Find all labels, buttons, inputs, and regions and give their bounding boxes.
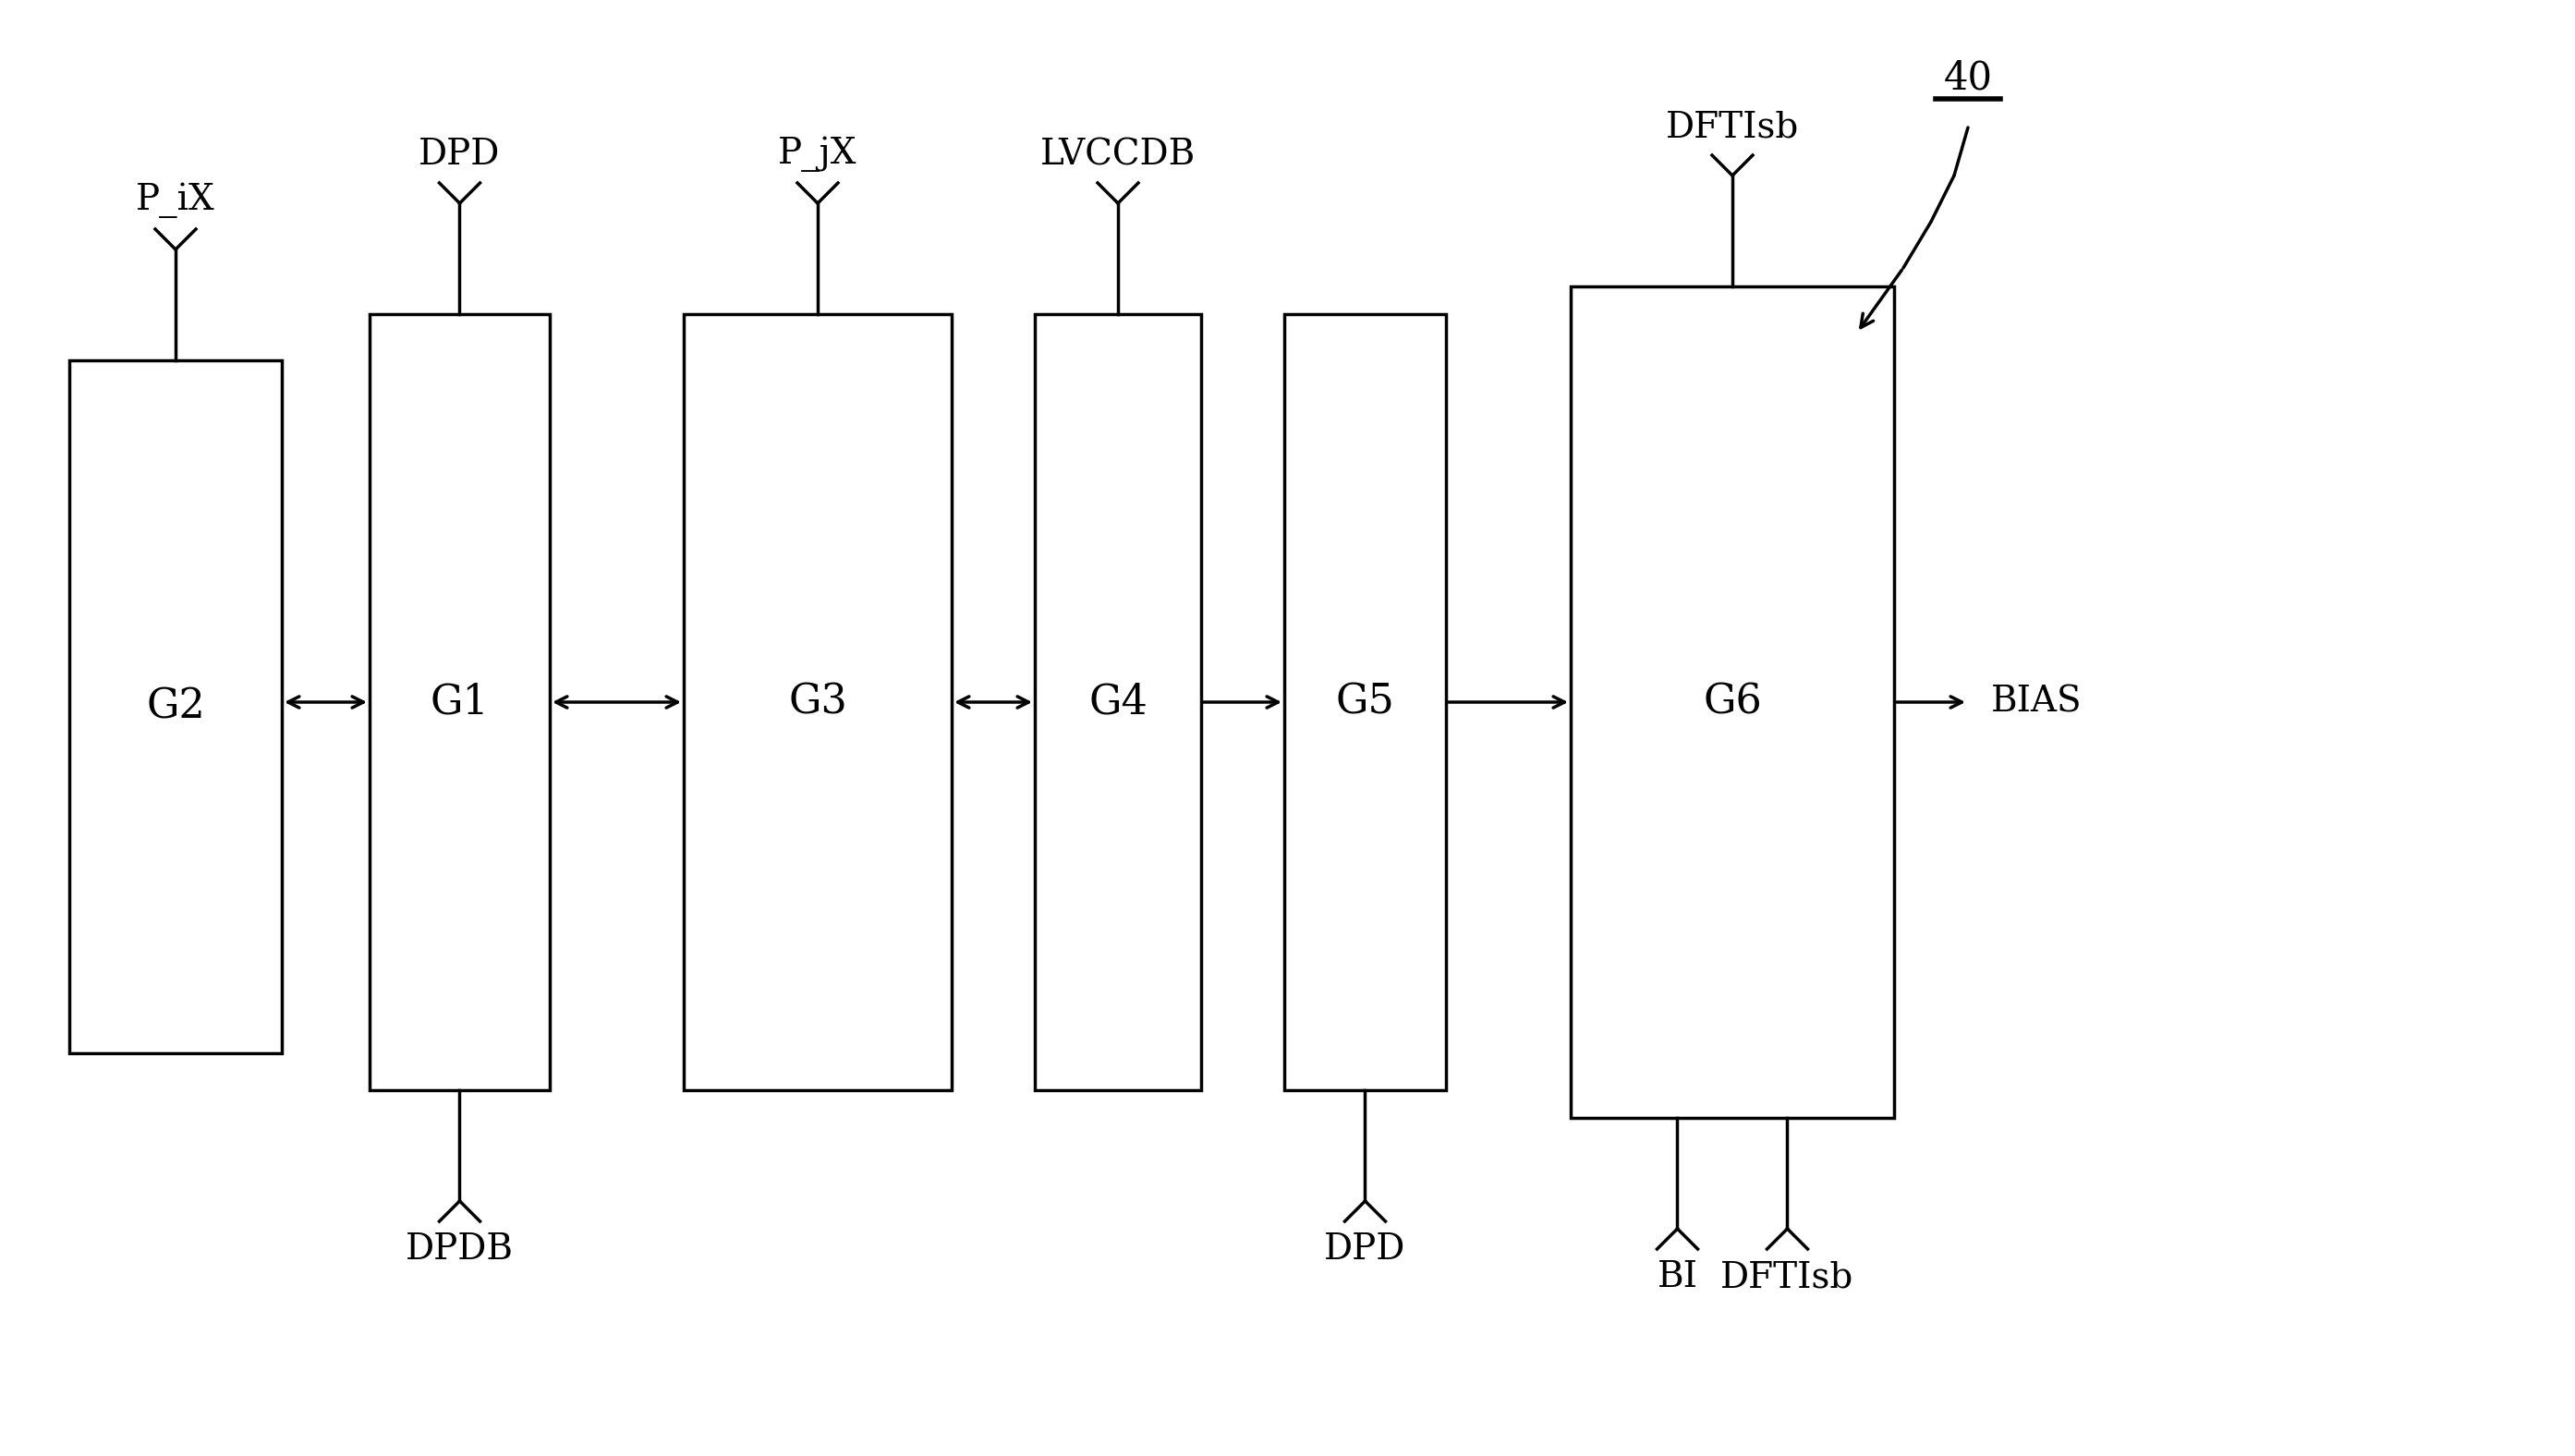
- Text: G2: G2: [147, 687, 206, 727]
- Text: BIAS: BIAS: [1990, 684, 2083, 719]
- Text: DPDB: DPDB: [407, 1232, 512, 1267]
- Text: G3: G3: [788, 683, 847, 722]
- Bar: [371, 314, 548, 1091]
- Text: LVCCDB: LVCCDB: [1040, 138, 1195, 172]
- Text: DFTIsb: DFTIsb: [1720, 1259, 1854, 1294]
- Text: G5: G5: [1336, 683, 1396, 722]
- Text: G6: G6: [1702, 683, 1761, 722]
- Bar: [1035, 314, 1200, 1091]
- Text: 40: 40: [1944, 58, 1993, 98]
- Text: DPD: DPD: [1324, 1232, 1406, 1267]
- Text: BI: BI: [1658, 1259, 1697, 1294]
- Text: G1: G1: [430, 683, 489, 722]
- Bar: [685, 314, 953, 1091]
- Text: DFTIsb: DFTIsb: [1666, 111, 1800, 144]
- Text: P_jX: P_jX: [778, 137, 857, 172]
- Bar: [1285, 314, 1447, 1091]
- Bar: [1571, 287, 1895, 1118]
- Text: P_iX: P_iX: [136, 182, 216, 218]
- Text: G4: G4: [1089, 683, 1148, 722]
- Bar: [70, 360, 281, 1053]
- Text: DPD: DPD: [420, 138, 500, 172]
